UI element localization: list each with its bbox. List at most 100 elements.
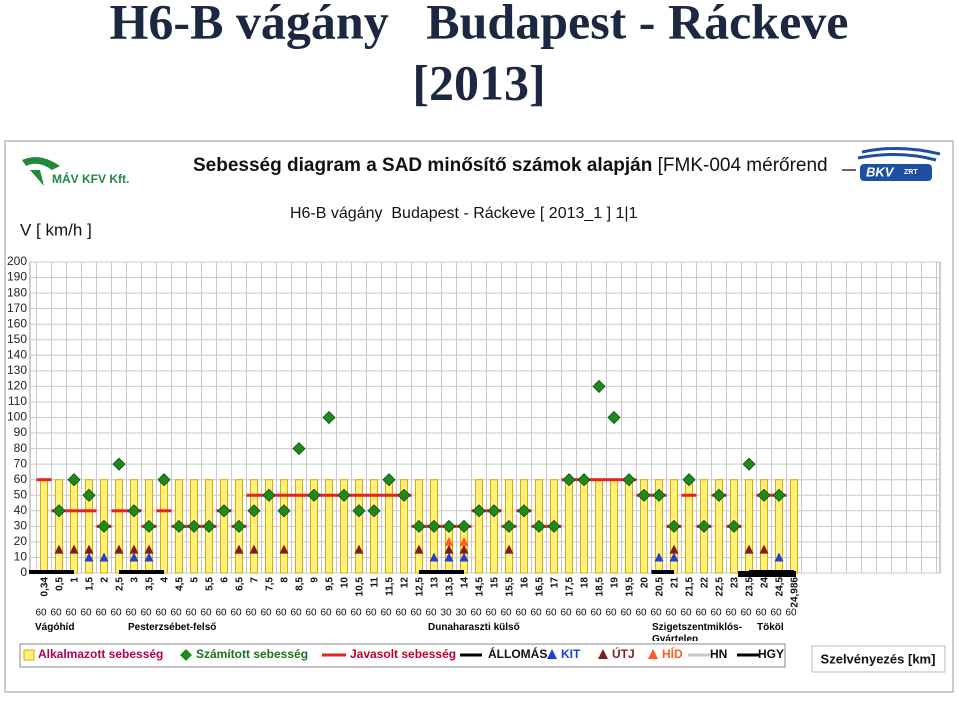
bar-value-label: 60: [50, 608, 62, 619]
calculated-speed: [772, 488, 786, 502]
x-axis-label: Szelvényezés [km]: [821, 651, 936, 666]
event-marker: [414, 544, 424, 554]
x-tick-label: 3,5: [145, 577, 156, 591]
bar-value-label: 60: [620, 608, 632, 619]
bar-value-label: 60: [335, 608, 347, 619]
y-tick-label: 170: [7, 301, 27, 315]
chart-subtitle: H6-B vágány Budapest - Ráckeve [ 2013_1 …: [290, 205, 638, 222]
y-tick-label: 110: [8, 394, 27, 408]
x-tick-label: 17: [550, 577, 561, 589]
x-tick-label: 11: [370, 577, 381, 588]
bar: [280, 479, 288, 574]
bar-value-label: 60: [710, 608, 722, 619]
bar-value-label: 60: [170, 608, 182, 619]
event-marker: [114, 544, 124, 554]
bar-value-label: 60: [725, 608, 737, 619]
legend-label: HÍD: [662, 646, 683, 661]
calculated-speed: [502, 519, 516, 533]
legend-label: Számított sebesség: [196, 647, 308, 661]
bar: [400, 479, 408, 574]
x-tick-label: 6,5: [235, 577, 246, 591]
y-tick-label: 30: [14, 519, 28, 533]
bar-value-label: 60: [785, 608, 797, 619]
x-tick-label: 1,5: [85, 577, 96, 591]
bar: [355, 479, 363, 574]
bar-value-label: 60: [500, 608, 512, 619]
calculated-speed: [202, 519, 216, 533]
event-marker: [279, 544, 289, 554]
x-tick-label: 10: [340, 577, 351, 589]
x-tick-label: 8: [280, 577, 291, 583]
x-tick-label: 9: [310, 577, 321, 583]
calculated-speed: [442, 519, 456, 533]
calculated-speed: [382, 473, 396, 487]
calculated-speed: [247, 504, 261, 518]
bar-value-label: 60: [635, 608, 647, 619]
x-tick-label: 13,5: [445, 577, 456, 597]
calculated-speed: [457, 519, 471, 533]
bar-value-label: 60: [665, 608, 677, 619]
bar-value-label: 60: [155, 608, 167, 619]
bar: [220, 479, 228, 574]
calculated-speed: [232, 519, 246, 533]
x-tick-label: 7,5: [265, 577, 276, 591]
x-tick-label: 20: [640, 577, 651, 589]
x-tick-label: 9,5: [325, 577, 336, 591]
y-tick-label: 190: [7, 270, 27, 284]
calculated-speed: [712, 488, 726, 502]
x-tick-label: 16,5: [535, 577, 546, 597]
calculated-speed: [322, 410, 336, 425]
event-marker: [504, 544, 514, 554]
event-marker: [759, 544, 769, 554]
x-tick-label: 6: [220, 577, 231, 583]
bar-value-label: 60: [65, 608, 77, 619]
legend-label: HGY: [758, 647, 784, 661]
bar-value-label: 60: [560, 608, 572, 619]
station-label: Tököl: [757, 622, 784, 633]
calculated-speed: [112, 457, 126, 471]
calculated-speed: [637, 488, 651, 502]
bar-value-label: 60: [530, 608, 542, 619]
calculated-speed: [97, 519, 111, 533]
bar: [160, 479, 168, 574]
station-label: Dunaharaszti külső: [428, 622, 520, 633]
x-tick-label: 22,5: [715, 577, 726, 597]
event-marker: [444, 552, 454, 562]
event-marker: [129, 544, 139, 554]
calculated-speed: [187, 519, 201, 533]
x-tick-label: 16: [520, 577, 531, 589]
bar-value-label: 60: [605, 608, 617, 619]
legend-label: ÚTJ: [612, 646, 635, 661]
chart-title-note: [FMK-004 mérőrend: [658, 155, 828, 176]
calculated-speed: [217, 504, 231, 518]
bar: [745, 479, 753, 574]
bar-value-label: 60: [260, 608, 272, 619]
event-marker: [744, 544, 754, 554]
calculated-speed: [367, 504, 381, 518]
legend-label: HN: [710, 647, 727, 661]
legend-label: ÁLLOMÁS: [488, 646, 547, 661]
y-tick-label: 160: [7, 316, 27, 330]
y-tick-label: 10: [14, 550, 28, 564]
y-tick-label: 180: [7, 285, 27, 299]
chart-title: Sebesség diagram a SAD minősítő számok a…: [193, 155, 828, 176]
calculated-speed: [397, 488, 411, 502]
x-tick-label: 5,5: [205, 577, 216, 591]
x-tick-label: 21: [670, 577, 681, 589]
x-tick-label: 17,5: [565, 577, 576, 597]
bar: [565, 479, 573, 574]
calculated-speed: [487, 504, 501, 518]
bar: [295, 479, 303, 574]
bar: [610, 479, 618, 574]
legend-swatch: [598, 649, 608, 659]
x-tick-label: 21,5: [685, 577, 696, 597]
calculated-speed: [157, 473, 171, 487]
x-tick-label: 15,5: [505, 577, 516, 597]
bar-value-label: 60: [680, 608, 692, 619]
legend-label: KIT: [561, 647, 581, 661]
x-tick-label: 14: [460, 577, 471, 589]
page-year: [2013]: [412, 54, 545, 110]
calculated-speed: [682, 473, 696, 487]
y-tick-label: 50: [14, 487, 28, 501]
bar-value-label: 60: [755, 608, 767, 619]
